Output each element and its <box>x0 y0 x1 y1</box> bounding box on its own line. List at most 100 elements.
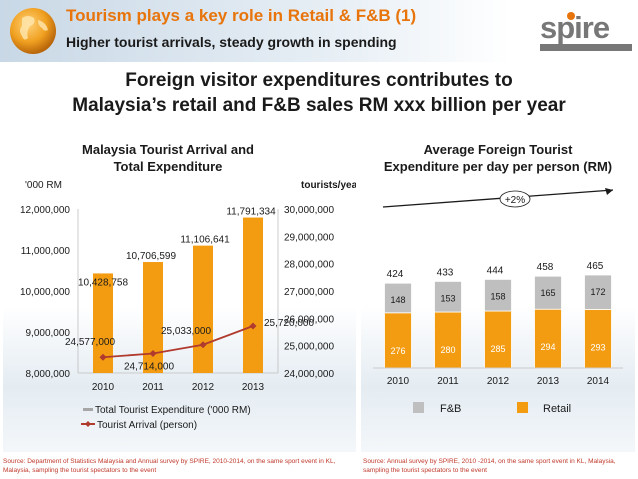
left-x-label: 2011 <box>142 382 164 393</box>
right-y-tick: 25,000,000 <box>284 342 334 353</box>
left-x-label: 2012 <box>192 382 215 393</box>
headline-line-2: Malaysia’s retail and F&B sales RM xxx b… <box>72 95 566 116</box>
retail-label: 280 <box>440 345 455 355</box>
left-chart-panel: Malaysia Tourist Arrival and Total Expen… <box>3 127 356 452</box>
retail-bar <box>484 310 512 369</box>
expenditure-bar <box>143 262 163 373</box>
left-chart: '000 RM tourists/year 12,000,000 11,000,0… <box>20 180 356 431</box>
growth-arrow-line <box>382 189 614 208</box>
legend-bar-swatch <box>83 408 93 411</box>
header-title: Tourism plays a key role in Retail & F&B… <box>66 6 417 25</box>
total-label: 465 <box>587 261 604 272</box>
total-label: 433 <box>437 267 454 278</box>
fnb-bar <box>434 280 462 313</box>
left-y-tick: 9,000,000 <box>26 328 71 339</box>
legend-expenditure: Total Tourist Expenditure ('000 RM) <box>95 405 251 416</box>
right-x-label: 2011 <box>437 376 459 387</box>
fnb-bar <box>384 282 412 314</box>
fnb-label: 165 <box>540 288 555 298</box>
right-chart: +2% 276 148 424 280 153 433 285 158 444 294 165 458… <box>373 188 623 415</box>
retail-label: 276 <box>390 346 405 356</box>
growth-arrow-head <box>605 188 613 195</box>
legend-fnb-swatch <box>413 402 424 413</box>
fnb-label: 148 <box>390 295 405 305</box>
total-label: 458 <box>537 262 554 273</box>
retail-bar <box>534 308 562 369</box>
legend-retail-swatch <box>517 402 528 413</box>
right-y-tick: 29,000,000 <box>284 232 334 243</box>
total-label: 424 <box>387 269 404 280</box>
retail-label: 294 <box>540 342 555 352</box>
arrival-point <box>99 353 107 361</box>
left-x-label: 2013 <box>242 382 265 393</box>
left-y-tick: 10,000,000 <box>20 287 70 298</box>
fnb-label: 158 <box>490 291 505 301</box>
fnb-label: 153 <box>440 293 455 303</box>
expenditure-label: 11,106,641 <box>180 235 230 246</box>
right-y-tick: 24,000,000 <box>284 369 334 380</box>
arrival-label: 25,033,000 <box>161 326 211 337</box>
left-source-note: Source: Department of Statistics Malaysi… <box>3 458 336 474</box>
retail-label: 293 <box>590 342 605 352</box>
retail-bar <box>584 308 612 369</box>
right-y-tick: 28,000,000 <box>284 260 334 271</box>
expenditure-label: 11,791,334 <box>226 207 276 218</box>
arrival-label: 24,714,000 <box>124 361 174 372</box>
right-chart-title: Average Foreign Tourist Expenditure per … <box>361 141 635 175</box>
right-chart-title-line-2: Expenditure per day per person (RM) <box>383 159 613 174</box>
left-y-tick: 8,000,000 <box>26 369 71 380</box>
right-y-tick: 30,000,000 <box>284 205 334 216</box>
header-subtitle: Higher tourist arrivals, steady growth i… <box>66 34 397 50</box>
retail-bar <box>384 312 412 369</box>
spire-logo: spire <box>540 10 632 52</box>
right-x-label: 2014 <box>587 376 610 387</box>
fnb-label: 172 <box>590 287 605 297</box>
arrival-label: 24,577,000 <box>65 337 115 348</box>
expenditure-bar <box>93 273 113 373</box>
right-source-note: Source: Annual survey by SPIRE, 2010 -20… <box>363 458 616 474</box>
left-y-tick: 11,000,000 <box>21 246 71 257</box>
total-label: 444 <box>487 265 504 276</box>
retail-bar <box>434 311 462 369</box>
expenditure-label: 10,706,599 <box>126 251 176 262</box>
arrival-label: 25,720,000 <box>264 318 314 329</box>
logo-text: spire <box>540 10 610 45</box>
right-x-label: 2012 <box>487 376 510 387</box>
headline-line-1: Foreign visitor expenditures contributes… <box>125 70 513 91</box>
left-x-label: 2010 <box>92 382 115 393</box>
header-banner: Tourism plays a key role in Retail & F&B… <box>0 0 638 62</box>
globe-icon <box>10 8 56 54</box>
fnb-bar <box>484 278 512 312</box>
left-chart-title: Malaysia Tourist Arrival and Total Expen… <box>43 141 293 175</box>
left-y-tick: 12,000,000 <box>20 205 70 216</box>
legend-retail: Retail <box>543 403 571 415</box>
right-chart-title-line-1: Average Foreign Tourist <box>423 142 573 157</box>
right-legend: F&B Retail <box>413 402 571 415</box>
expenditure-label: 10,428,758 <box>78 277 128 288</box>
expenditure-bar <box>193 245 213 373</box>
left-axis-unit: '000 RM <box>25 180 62 191</box>
arrival-point <box>249 322 257 330</box>
arrival-point <box>149 349 157 357</box>
retail-label: 285 <box>490 344 505 354</box>
arrival-point <box>199 341 207 349</box>
legend-arrival: Tourist Arrival (person) <box>97 420 197 431</box>
left-legend: Total Tourist Expenditure ('000 RM) Tour… <box>81 405 251 431</box>
logo-bar <box>540 44 632 51</box>
growth-label: +2% <box>505 195 525 206</box>
fnb-bar <box>584 274 612 310</box>
left-chart-title-line-2: Total Expenditure <box>113 159 223 174</box>
fnb-bar <box>534 275 562 310</box>
growth-annotation: +2% <box>382 188 614 208</box>
legend-fnb: F&B <box>440 403 461 415</box>
right-x-label: 2013 <box>537 376 560 387</box>
left-chart-title-line-1: Malaysia Tourist Arrival and <box>82 142 254 157</box>
headline: Foreign visitor expenditures contributes… <box>0 68 638 118</box>
logo-dot <box>567 12 575 20</box>
legend-line-marker <box>85 421 91 427</box>
right-axis-unit: tourists/year <box>301 180 356 191</box>
arrival-line <box>102 325 254 359</box>
growth-bubble <box>499 190 531 208</box>
right-y-tick: 26,000,000 <box>284 314 334 325</box>
expenditure-bar <box>243 217 263 373</box>
